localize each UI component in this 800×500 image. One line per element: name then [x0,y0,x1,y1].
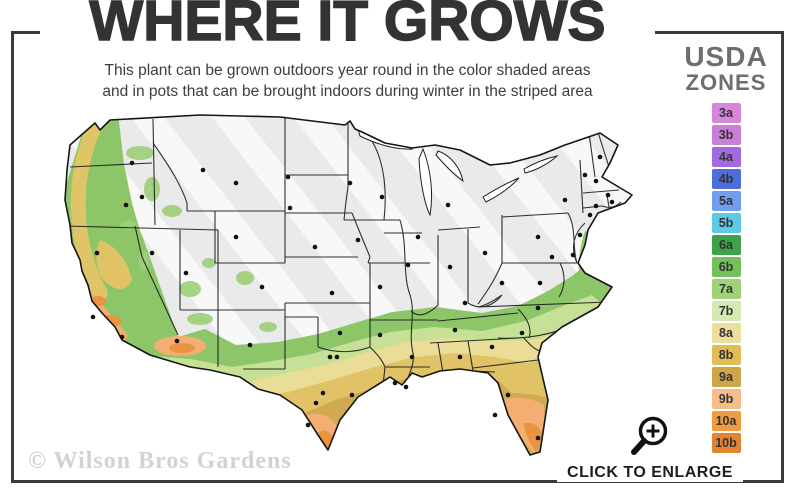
subtitle: This plant can be grown outdoors year ro… [40,61,655,103]
zone-chip-8b: 8b [711,344,741,365]
zone-chip-6b: 6b [711,256,741,277]
zone-chip-6a: 6a [711,234,741,255]
magnifier-icon[interactable] [627,414,673,460]
zone-chip-9b: 9b [711,388,741,409]
zone-chip-3b: 3b [711,124,741,145]
page-title: WHERE IT GROWS [40,0,655,52]
zone-chip-7a: 7a [711,278,741,299]
zone-chip-10b: 10b [711,432,741,453]
legend-heading-zones: ZONES [685,70,767,96]
state-borders [65,117,622,396]
enlarge-control[interactable]: CLICK TO ENLARGE [540,414,760,482]
legend-heading-usda: USDA [684,41,768,72]
us-hardiness-map[interactable] [40,105,660,470]
green-mottle-patches [120,146,277,332]
subtitle-line-2: and in pots that can be brought indoors … [102,82,593,100]
zone-chip-4a: 4a [711,146,741,167]
zone-chip-9a: 9a [711,366,741,387]
enlarge-label[interactable]: CLICK TO ENLARGE [557,464,743,482]
legend-chip-column: 3a 3b 4a 4b 5a 5b 6a 6b 7a 7b 8a 8b 9a 9… [680,102,772,453]
zone-chip-7b: 7b [711,300,741,321]
zone-chip-5b: 5b [711,212,741,233]
city-dots [90,154,615,441]
watermark: © Wilson Bros Gardens [28,448,292,474]
zone-chip-5a: 5a [711,190,741,211]
zone-chip-10a: 10a [711,410,741,431]
us-outline [64,114,633,456]
zone-chip-8a: 8a [711,322,741,343]
subtitle-line-1: This plant can be grown outdoors year ro… [104,62,591,79]
zone-chip-3a: 3a [711,102,741,123]
zone-chip-4b: 4b [711,168,741,189]
usda-zones-legend: USDA ZONES 3a 3b 4a 4b 5a 5b 6a 6b 7a 7b… [680,42,772,455]
